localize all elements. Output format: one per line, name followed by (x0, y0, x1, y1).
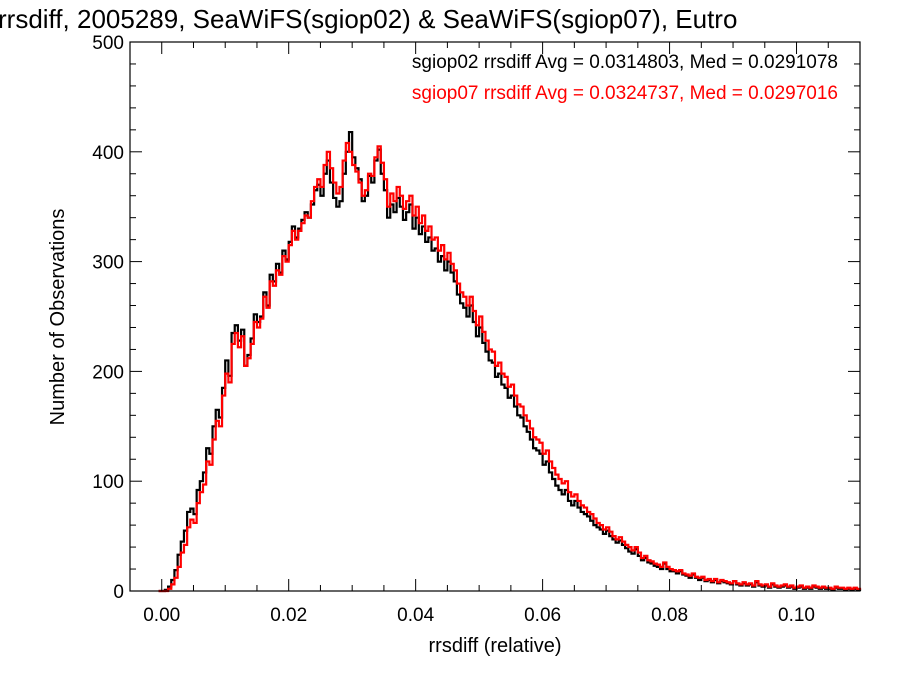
x-axis-label: rrsdiff (relative) (429, 635, 562, 657)
x-tick-label: 0.02 (270, 605, 307, 626)
ticks-layer: 0.00 0.02 0.04 0.06 0.08 0.10 0 100 200 300 400 500 (92, 33, 861, 626)
y-tick-label: 300 (92, 253, 124, 274)
y-tick-label: 100 (92, 472, 124, 493)
plot-frame (129, 41, 861, 592)
annotation-sgiop02: sgiop02 rrsdiff Avg = 0.0314803, Med = 0… (412, 52, 838, 73)
x-tick-label: 0.10 (778, 605, 815, 626)
series-layer (158, 130, 862, 593)
x-tick-label: 0.04 (397, 605, 434, 626)
y-tick-label: 400 (92, 143, 124, 164)
chart-title: rrsdiff, 2005289, SeaWiFS(sgiop02) & Sea… (0, 4, 737, 34)
y-tick-label: 200 (92, 362, 124, 383)
x-tick-label: 0.06 (524, 605, 561, 626)
y-tick-label: 500 (92, 33, 124, 54)
histogram-series-0 (158, 130, 862, 593)
y-axis-label: Number of Observations (47, 209, 69, 426)
x-tick-label: 0.00 (143, 605, 180, 626)
x-tick-label: 0.08 (651, 605, 688, 626)
y-tick-label: 0 (113, 582, 124, 603)
histogram-series-1 (158, 141, 862, 593)
annotation-sgiop07: sgiop07 rrsdiff Avg = 0.0324737, Med = 0… (412, 83, 838, 104)
